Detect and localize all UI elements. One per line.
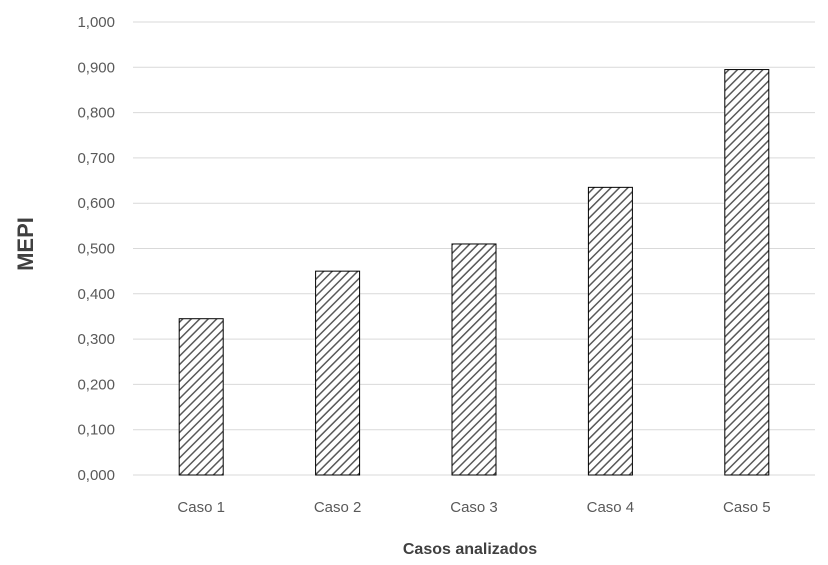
y-tick-label: 0,900 bbox=[77, 59, 115, 76]
y-axis-tick-labels: 0,000 0,100 0,200 0,300 0,400 0,500 0,600 0,700… bbox=[77, 14, 115, 484]
y-tick-label: 0,100 bbox=[77, 422, 115, 439]
y-tick-label: 0,000 bbox=[77, 467, 115, 484]
bars bbox=[178, 69, 770, 476]
x-tick-label: Caso 5 bbox=[723, 499, 771, 516]
bar-caso-1 bbox=[178, 318, 224, 476]
y-tick-label: 0,200 bbox=[77, 376, 115, 393]
x-tick-label: Caso 2 bbox=[314, 499, 362, 516]
y-axis-title: MEPI bbox=[13, 217, 38, 271]
y-tick-label: 0,300 bbox=[77, 331, 115, 348]
y-tick-label: 1,000 bbox=[77, 14, 115, 31]
y-tick-label: 0,400 bbox=[77, 286, 115, 303]
bar-caso-2 bbox=[315, 270, 361, 476]
x-tick-label: Caso 1 bbox=[177, 499, 225, 516]
x-axis-title: Casos analizados bbox=[403, 541, 537, 558]
x-tick-label: Caso 3 bbox=[450, 499, 498, 516]
bar-caso-5 bbox=[724, 69, 770, 476]
y-tick-label: 0,600 bbox=[77, 195, 115, 212]
x-axis-tick-labels: Caso 1 Caso 2 Caso 3 Caso 4 Caso 5 bbox=[177, 499, 770, 516]
y-tick-label: 0,800 bbox=[77, 105, 115, 122]
bar-caso-3 bbox=[451, 243, 497, 476]
y-tick-label: 0,700 bbox=[77, 150, 115, 167]
y-tick-label: 0,500 bbox=[77, 241, 115, 258]
x-tick-label: Caso 4 bbox=[587, 499, 635, 516]
bar-caso-4 bbox=[587, 186, 633, 476]
